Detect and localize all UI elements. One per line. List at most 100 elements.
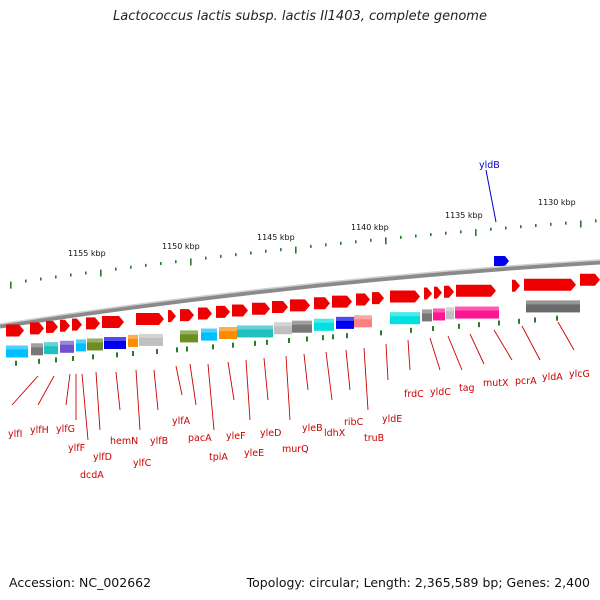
- forward-gene-arrow[interactable]: [314, 297, 330, 310]
- gene-label[interactable]: yleE: [244, 448, 264, 459]
- reverse-gene-box[interactable]: [201, 328, 217, 341]
- gene-tick: [176, 347, 178, 353]
- gene-label[interactable]: ylfG: [56, 424, 75, 435]
- track-dot: [460, 230, 462, 234]
- reverse-gene-box[interactable]: [219, 327, 237, 340]
- reverse-gene-box[interactable]: [76, 339, 86, 352]
- forward-gene-arrow[interactable]: [102, 315, 124, 328]
- forward-gene-arrow[interactable]: [390, 290, 420, 303]
- gene-label[interactable]: ylfC: [133, 458, 152, 469]
- reverse-gene-box[interactable]: [354, 315, 372, 328]
- reverse-gene-box[interactable]: [433, 308, 445, 321]
- gene-label[interactable]: dcdA: [80, 470, 104, 481]
- gene-label[interactable]: ylfI: [8, 429, 22, 440]
- reverse-gene-box[interactable]: [292, 320, 312, 333]
- reverse-gene-box[interactable]: [139, 333, 163, 346]
- gene-label[interactable]: ylеF: [226, 431, 246, 442]
- forward-gene-arrow[interactable]: [272, 300, 288, 313]
- forward-gene-arrow[interactable]: [524, 278, 576, 291]
- gene-tick: [346, 333, 348, 339]
- forward-gene-arrow[interactable]: [372, 292, 384, 305]
- reverse-gene-box[interactable]: [104, 336, 126, 349]
- track-dot: [265, 249, 267, 253]
- gene-label[interactable]: yleB: [302, 423, 323, 434]
- track-dot: [55, 275, 57, 279]
- forward-gene-arrow[interactable]: [216, 305, 230, 318]
- reverse-gene-box[interactable]: [455, 306, 499, 319]
- gene-label[interactable]: hemN: [110, 436, 138, 447]
- forward-gene-arrow[interactable]: [252, 302, 270, 315]
- reverse-gene-box[interactable]: [237, 325, 273, 338]
- forward-gene-arrow[interactable]: [86, 317, 100, 330]
- reverse-gene-box[interactable]: [422, 309, 432, 322]
- gene-label[interactable]: yldE: [382, 414, 402, 425]
- reverse-gene-box[interactable]: [31, 343, 43, 356]
- kbp-label-1150: 1150 kbp: [162, 242, 200, 251]
- track-dot: [70, 273, 72, 277]
- forward-gene-arrow[interactable]: [136, 312, 164, 325]
- forward-strand-genes: [6, 273, 600, 337]
- gene-leader-line: [521, 325, 541, 361]
- reverse-gene-box[interactable]: [336, 316, 354, 329]
- gene-tick: [288, 338, 290, 343]
- forward-gene-arrow[interactable]: [434, 286, 442, 299]
- gene-label[interactable]: ylfF: [68, 443, 85, 454]
- yldB-gene-arrow[interactable]: [494, 256, 509, 266]
- gene-tick: [380, 330, 382, 336]
- gene-leader-line: [189, 363, 197, 406]
- forward-gene-arrow[interactable]: [290, 299, 310, 312]
- forward-gene-arrow[interactable]: [60, 319, 70, 332]
- track-dot: [565, 221, 567, 225]
- forward-gene-arrow[interactable]: [46, 320, 58, 333]
- forward-gene-arrow[interactable]: [6, 324, 24, 337]
- gene-leader-line: [11, 375, 39, 406]
- forward-gene-arrow[interactable]: [356, 293, 370, 306]
- gene-label[interactable]: ylfD: [93, 452, 112, 463]
- gene-label[interactable]: ylfA: [172, 416, 191, 427]
- gene-label[interactable]: yldA: [542, 372, 563, 383]
- gene-label[interactable]: tag: [459, 383, 475, 394]
- reverse-gene-box[interactable]: [6, 345, 28, 358]
- gene-label[interactable]: pcrA: [515, 376, 537, 387]
- track-dot: [430, 233, 432, 237]
- gene-label[interactable]: murQ: [282, 444, 309, 455]
- gene-label[interactable]: yleD: [260, 428, 281, 439]
- gene-label[interactable]: mutX: [483, 378, 509, 389]
- reverse-gene-box[interactable]: [446, 307, 454, 320]
- forward-gene-arrow[interactable]: [580, 273, 600, 286]
- reverse-gene-box[interactable]: [390, 312, 420, 325]
- forward-gene-arrow[interactable]: [332, 295, 352, 308]
- track-dot: [250, 251, 252, 255]
- reverse-gene-box[interactable]: [314, 318, 334, 331]
- forward-gene-arrow[interactable]: [456, 284, 496, 297]
- gene-ticks: [15, 315, 558, 366]
- forward-gene-arrow[interactable]: [180, 309, 194, 322]
- gene-label[interactable]: yldC: [430, 387, 451, 398]
- gene-label[interactable]: tpiA: [209, 452, 228, 463]
- gene-label-yldB[interactable]: yldB: [479, 160, 500, 171]
- gene-label[interactable]: ylcG: [569, 369, 590, 380]
- reverse-gene-box[interactable]: [87, 338, 103, 351]
- reverse-gene-box[interactable]: [526, 300, 580, 313]
- forward-gene-arrow[interactable]: [168, 310, 176, 323]
- gene-label[interactable]: frdC: [404, 389, 424, 400]
- reverse-gene-box[interactable]: [44, 342, 58, 355]
- forward-gene-arrow[interactable]: [30, 322, 44, 335]
- forward-gene-arrow[interactable]: [72, 318, 82, 331]
- gene-label[interactable]: ribC: [344, 417, 364, 428]
- forward-gene-arrow[interactable]: [444, 285, 454, 298]
- forward-gene-arrow[interactable]: [198, 307, 212, 320]
- forward-gene-arrow[interactable]: [512, 279, 520, 292]
- reverse-gene-box[interactable]: [128, 334, 138, 347]
- track-dot: [25, 279, 27, 283]
- reverse-gene-box[interactable]: [180, 330, 198, 343]
- gene-label[interactable]: ldhX: [324, 428, 346, 439]
- reverse-gene-box[interactable]: [60, 340, 74, 353]
- gene-label[interactable]: truB: [364, 433, 384, 444]
- reverse-gene-box[interactable]: [274, 322, 292, 335]
- gene-label[interactable]: pacA: [188, 433, 212, 444]
- forward-gene-arrow[interactable]: [424, 287, 432, 300]
- gene-label[interactable]: ylfH: [30, 425, 49, 436]
- forward-gene-arrow[interactable]: [232, 304, 248, 317]
- gene-label[interactable]: ylfB: [150, 436, 168, 447]
